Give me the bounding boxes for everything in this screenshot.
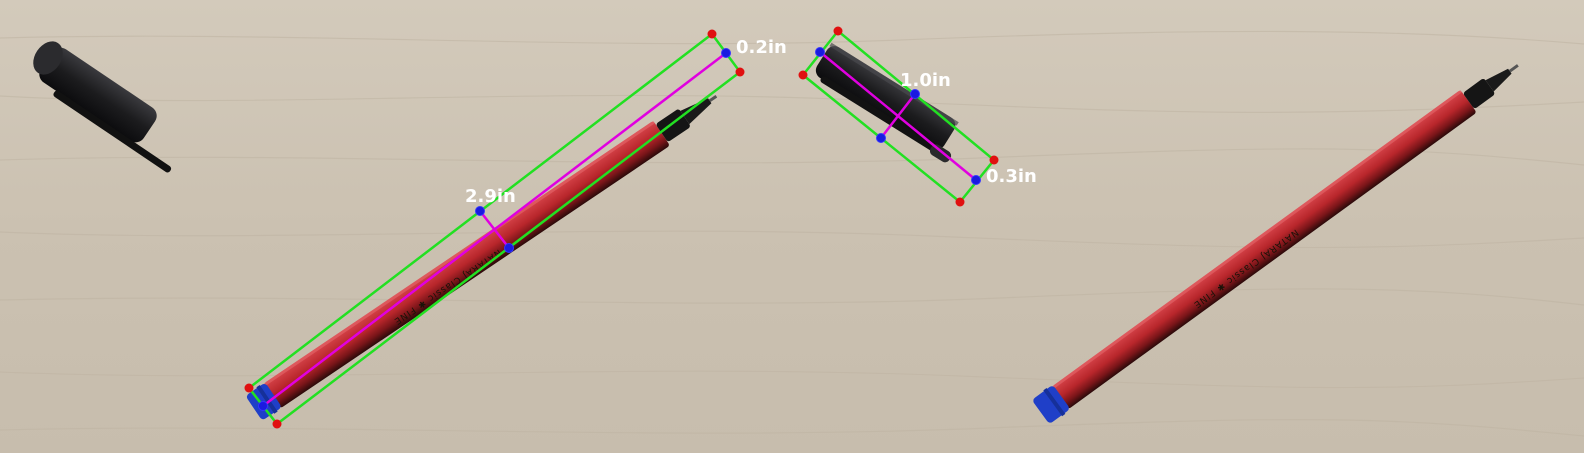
loose-pen-cap — [33, 41, 172, 173]
cap-midpoint-dots — [815, 47, 981, 185]
cap-width-label: 0.3in — [986, 166, 1037, 187]
cap-width-midline — [880, 93, 916, 139]
left-pen-width-label: 0.2in — [736, 37, 787, 58]
left-pen-length-label: 2.9in — [465, 186, 516, 207]
cap-length-label: 1.0in — [900, 70, 951, 91]
wood-grain — [0, 30, 1584, 437]
cap-corner-dots — [798, 26, 999, 207]
cap-measurement: 1.0in 0.3in — [798, 26, 1037, 207]
left-pen-midpoint-dots — [258, 48, 731, 411]
left-pen-width-midline — [479, 210, 510, 249]
left-pen-corner-dots — [244, 29, 745, 429]
left-pen-measurement: 0.2in 2.9in — [244, 29, 787, 429]
